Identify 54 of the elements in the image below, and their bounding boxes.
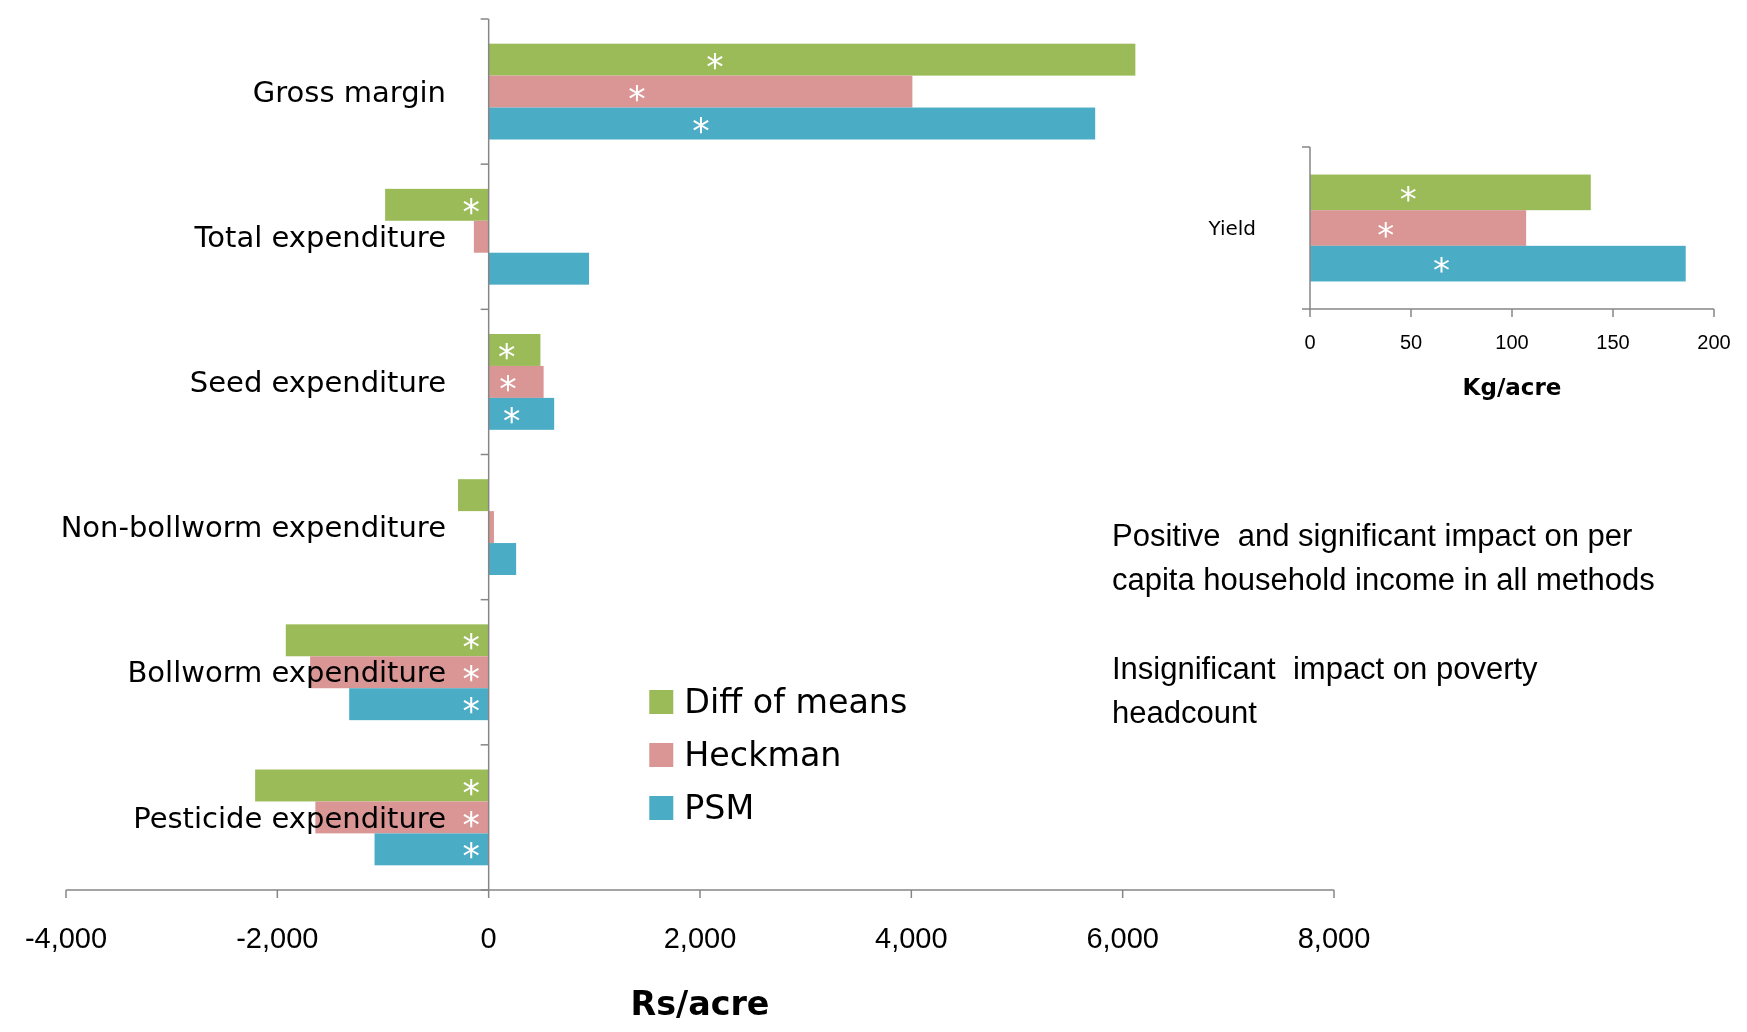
y-tick-label: Non-bollworm expenditure (60, 510, 446, 545)
x-tick-label: 200 (1697, 331, 1731, 353)
bar (285, 624, 489, 657)
bar (458, 479, 489, 512)
data-label: * (462, 836, 480, 877)
data-label: * (692, 110, 710, 151)
data-label: * (1433, 250, 1450, 291)
x-tick-label: 50 (1399, 331, 1423, 353)
x-tick-label: 150 (1596, 331, 1630, 353)
x-axis-title: Rs/acre (630, 983, 770, 1023)
annotation: Insignificant impact on poverty headcount (1112, 651, 1539, 730)
y-tick-label: Seed expenditure (189, 365, 446, 400)
x-tick-label: 2,000 (663, 922, 737, 954)
bar (1310, 174, 1591, 211)
data-label: * (462, 691, 480, 732)
data-label: * (1399, 179, 1417, 220)
bar (488, 43, 1136, 76)
x-tick-label: 4,000 (875, 922, 948, 954)
bar (488, 543, 517, 575)
x-tick-label: -2,000 (236, 922, 319, 954)
data-label: * (628, 78, 646, 119)
y-tick-label: Yield (1207, 216, 1256, 240)
bar (488, 75, 913, 108)
x-tick-label: 8,000 (1297, 922, 1371, 954)
bar (488, 107, 1096, 140)
legend-label: Heckman (684, 735, 842, 774)
y-tick-label: Total expenditure (193, 219, 446, 254)
x-tick-label: 0 (1304, 331, 1316, 353)
bar (385, 188, 489, 221)
x-tick-label: 0 (480, 922, 497, 954)
legend-label: Diff of means (684, 682, 908, 721)
y-tick-label: Bollworm expenditure (127, 655, 446, 690)
bar (1310, 210, 1527, 246)
y-tick-label: Pesticide expenditure (133, 800, 446, 835)
data-label: * (462, 191, 480, 232)
bar (488, 334, 541, 366)
legend-label: PSM (684, 788, 755, 827)
bar (488, 397, 555, 430)
bar (255, 769, 489, 802)
bar (349, 688, 489, 721)
bar (1310, 245, 1686, 282)
bar (473, 220, 489, 253)
data-label: * (706, 46, 724, 87)
bar (374, 833, 489, 866)
bar (488, 365, 544, 398)
x-tick-label: 100 (1495, 331, 1529, 353)
y-tick-label: Gross margin (252, 74, 446, 109)
annotation: Positive and significant impact on per capita household income in all methods (1112, 518, 1655, 597)
x-tick-label: 6,000 (1086, 922, 1159, 954)
data-label: * (1377, 214, 1395, 255)
x-tick-label: -4,000 (24, 922, 108, 954)
x-axis-title: Kg/acre (1462, 374, 1562, 400)
bar (488, 252, 590, 285)
bar (488, 511, 494, 544)
